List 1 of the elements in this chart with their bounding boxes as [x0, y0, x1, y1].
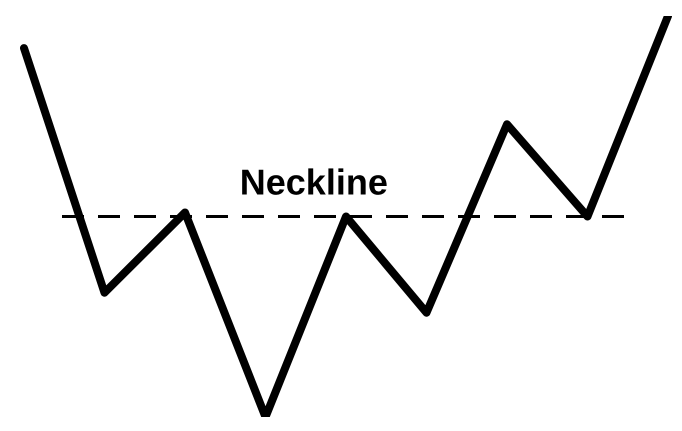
ref-line-label: Neckline: [240, 161, 388, 202]
